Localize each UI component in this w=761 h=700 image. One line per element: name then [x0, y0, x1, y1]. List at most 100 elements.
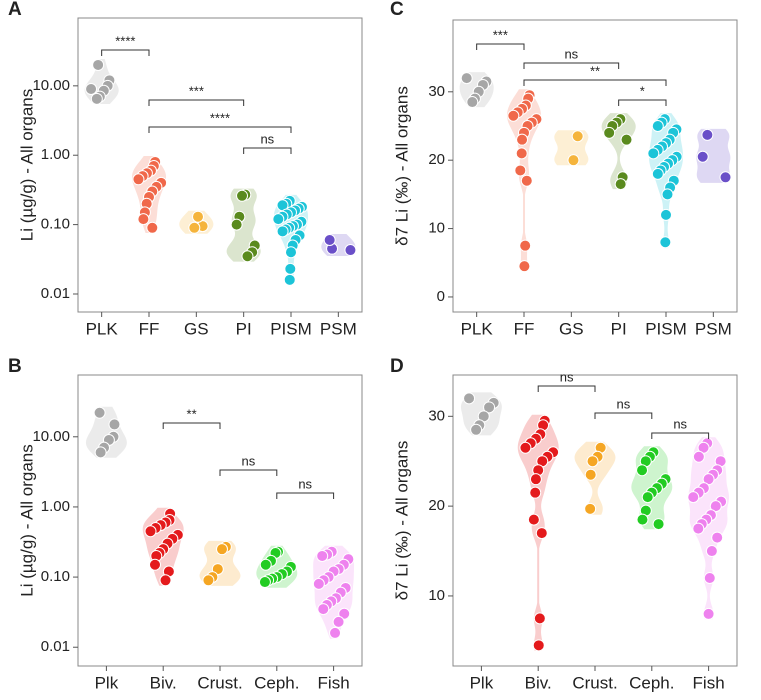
x-tick-label: FF	[514, 319, 535, 338]
significance-bracket	[476, 43, 525, 50]
panel: B Li (µg/g) - All organs 0.01 0.10 1.00 10.00…	[8, 356, 363, 692]
data-point	[535, 527, 548, 540]
data-point	[651, 167, 664, 180]
data-point	[586, 455, 599, 468]
data-point	[323, 233, 336, 246]
x-tick-label: Plk	[470, 673, 494, 692]
data-point	[705, 545, 718, 558]
significance-bracket	[276, 492, 335, 499]
data-point	[259, 558, 272, 571]
x-tick-label: Plk	[95, 673, 119, 692]
data-point	[620, 133, 633, 146]
data-point	[463, 392, 476, 405]
data-point	[159, 574, 172, 587]
data-point	[460, 72, 473, 85]
y-tick-label: 20	[428, 497, 445, 514]
data-point	[276, 225, 289, 238]
panel-label: C	[390, 0, 404, 20]
data-point	[137, 213, 150, 226]
y-axis-label: δ7 Li (‰) - All organs	[392, 441, 411, 601]
significance-bracket	[101, 49, 150, 56]
data-point	[515, 147, 528, 160]
significance-bracket	[537, 385, 596, 392]
data-point	[614, 178, 627, 191]
data-point	[567, 154, 580, 167]
x-tick-label: PI	[611, 319, 627, 338]
x-tick-label: PLK	[461, 319, 494, 338]
data-point	[703, 571, 716, 584]
significance-label: ns	[560, 369, 574, 384]
y-tick-label: 0.01	[41, 638, 70, 655]
data-point	[520, 174, 533, 187]
data-point	[470, 423, 483, 436]
data-point	[652, 518, 665, 531]
data-point	[661, 188, 674, 201]
y-tick-label: 1.00	[41, 146, 70, 163]
panel: Dδ7 Li (‰) - All organs 10 20 30 Plk Biv. Crus…	[390, 356, 738, 692]
x-tick-label: PI	[236, 319, 252, 338]
significance-label: ns	[242, 453, 256, 468]
y-tick-label: 10.00	[32, 428, 70, 445]
y-tick-label: 0	[437, 288, 445, 305]
data-point	[711, 531, 724, 544]
significance-bracket	[219, 469, 278, 476]
data-point	[660, 208, 672, 221]
data-point	[584, 502, 597, 515]
y-tick-label: 30	[428, 83, 445, 100]
x-tick-label: PLK	[86, 319, 119, 338]
significance-label: ns	[673, 416, 687, 431]
data-point	[636, 513, 649, 526]
data-point	[519, 441, 532, 454]
significance-label: ns	[298, 476, 312, 491]
data-point	[230, 218, 243, 231]
significance-bracket	[523, 62, 620, 69]
data-point	[529, 473, 542, 486]
data-point	[332, 615, 345, 628]
panel-label: D	[390, 356, 404, 377]
significance-bracket	[651, 432, 710, 439]
data-point	[483, 401, 496, 414]
violin	[688, 437, 730, 620]
panel-label: A	[8, 0, 22, 20]
y-tick-label: 10.00	[32, 77, 70, 94]
data-point	[571, 130, 584, 143]
significance-label: ***	[189, 83, 204, 98]
significance-label: ns	[564, 46, 578, 61]
plot-frame	[77, 374, 363, 667]
x-tick-label: Ceph.	[254, 673, 299, 692]
significance-label: **	[187, 406, 197, 421]
x-tick-label: PISM	[270, 319, 312, 338]
significance-bracket	[148, 99, 245, 106]
data-point	[215, 543, 228, 556]
data-point	[584, 468, 597, 481]
data-point	[507, 109, 520, 122]
data-point	[529, 486, 542, 499]
significance-label: ns	[617, 396, 631, 411]
data-point	[92, 58, 105, 71]
data-point	[93, 406, 106, 419]
data-point	[696, 150, 709, 163]
data-point	[316, 549, 329, 562]
data-point	[532, 639, 545, 652]
data-point	[132, 173, 145, 186]
data-point	[519, 239, 532, 252]
data-point	[516, 133, 529, 146]
y-tick-label: 10	[428, 220, 445, 237]
y-axis-label: δ7 Li (‰) - All organs	[392, 86, 411, 246]
y-tick-label: 30	[428, 407, 445, 424]
data-point	[719, 171, 732, 184]
data-point	[702, 607, 715, 620]
y-tick-label: 20	[428, 151, 445, 168]
y-axis-label: Li (µg/g) - All organs	[17, 444, 36, 596]
x-tick-label: PISM	[645, 319, 687, 338]
plot-frame	[452, 19, 738, 313]
data-point	[236, 189, 249, 202]
y-tick-label: 0.10	[41, 568, 70, 585]
data-point	[148, 558, 161, 571]
data-point	[518, 260, 531, 273]
data-point	[514, 164, 527, 177]
data-point	[687, 491, 700, 504]
y-tick-label: 1.00	[41, 498, 70, 515]
data-point	[188, 221, 201, 234]
